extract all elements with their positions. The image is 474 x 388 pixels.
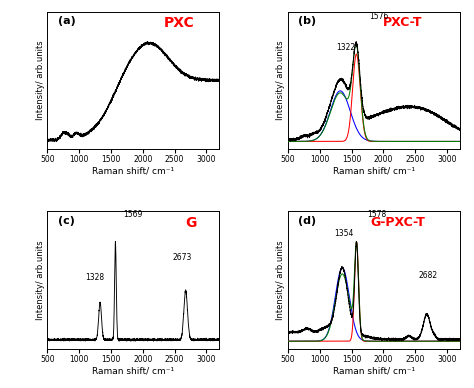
- Text: 1322: 1322: [336, 43, 355, 52]
- Text: (a): (a): [58, 16, 75, 26]
- Text: PXC-T: PXC-T: [383, 16, 422, 29]
- Y-axis label: Intensity/ arb.units: Intensity/ arb.units: [36, 41, 45, 120]
- X-axis label: Raman shift/ cm⁻¹: Raman shift/ cm⁻¹: [92, 367, 174, 376]
- Text: (c): (c): [58, 216, 74, 225]
- Text: 2673: 2673: [173, 253, 192, 262]
- Text: (b): (b): [298, 16, 316, 26]
- Text: 1576: 1576: [369, 12, 388, 21]
- X-axis label: Raman shift/ cm⁻¹: Raman shift/ cm⁻¹: [92, 167, 174, 176]
- Y-axis label: Intensity/ arb.units: Intensity/ arb.units: [276, 241, 285, 320]
- Text: (d): (d): [298, 216, 316, 225]
- Text: 1578: 1578: [367, 210, 386, 219]
- Text: G-PXC-T: G-PXC-T: [370, 216, 425, 229]
- Text: G: G: [185, 216, 196, 230]
- X-axis label: Raman shift/ cm⁻¹: Raman shift/ cm⁻¹: [333, 167, 415, 176]
- Text: PXC: PXC: [164, 16, 195, 30]
- Y-axis label: Intensity/ arb.units: Intensity/ arb.units: [276, 41, 285, 120]
- Text: 1354: 1354: [334, 229, 354, 238]
- Text: 1569: 1569: [123, 210, 142, 219]
- Text: 1328: 1328: [85, 273, 104, 282]
- Y-axis label: Intensity/ arb.units: Intensity/ arb.units: [36, 241, 45, 320]
- X-axis label: Raman shift/ cm⁻¹: Raman shift/ cm⁻¹: [333, 367, 415, 376]
- Text: 2682: 2682: [419, 270, 438, 280]
